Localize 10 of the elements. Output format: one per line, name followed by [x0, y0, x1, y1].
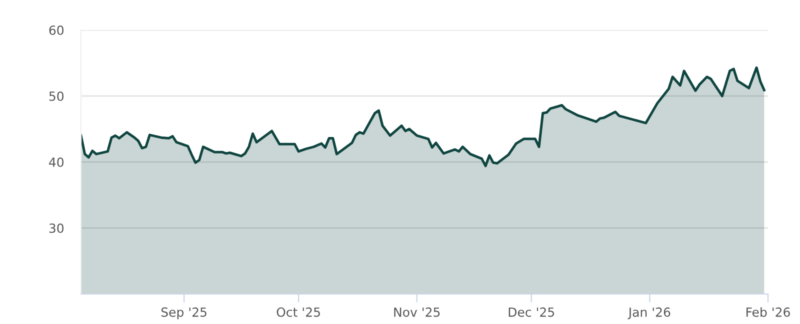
x-tick-label: Nov '25 — [394, 307, 440, 317]
x-tick-label: Jan '26 — [628, 307, 670, 320]
x-tick-label: Sep '25 — [161, 307, 206, 320]
x-tick-label: Feb '26 — [746, 307, 790, 317]
x-tick-label: Oct '25 — [276, 307, 320, 317]
y-tick-label: 50 — [49, 91, 64, 101]
y-tick-label: 30 — [49, 223, 64, 233]
y-tick-label: 40 — [49, 157, 64, 167]
x-tick-label: Dec '25 — [508, 307, 554, 317]
y-tick-label: 60 — [49, 25, 64, 35]
